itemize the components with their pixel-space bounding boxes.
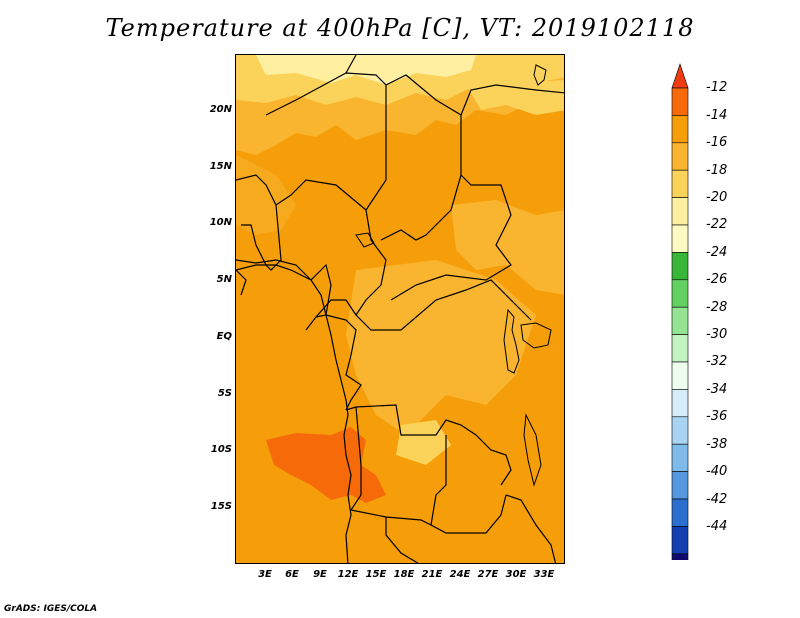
colorbar-segment — [671, 279, 689, 308]
field-ne-patch — [466, 80, 564, 115]
lon-label: 27E — [477, 569, 499, 580]
colorbar-segment — [671, 142, 689, 171]
atlantic-coastline — [236, 259, 352, 563]
colorbar-segment — [671, 443, 689, 472]
lake-victoria — [520, 322, 552, 349]
colorbar-segment — [671, 224, 689, 253]
colorbar-label: -34 — [706, 382, 728, 397]
lake-chad — [355, 232, 375, 248]
colorbar-label: -18 — [706, 163, 728, 178]
lon-label: 3E — [258, 569, 272, 580]
colorbar-label: -12 — [706, 80, 728, 95]
colorbar-segment — [671, 334, 689, 363]
colorbar-label: -36 — [706, 409, 728, 424]
lon-label: 15E — [365, 569, 387, 580]
country-borders — [236, 55, 564, 563]
field-east-light — [451, 200, 564, 295]
lake-malawi — [523, 413, 542, 487]
colorbar-top-arrow — [671, 63, 689, 89]
lake-tanganyika — [503, 308, 520, 374]
colorbar-label: -44 — [706, 519, 728, 534]
colorbar — [671, 63, 689, 560]
colorbar-segment — [671, 471, 689, 500]
lat-label: EQ — [216, 331, 232, 342]
lat-label: 15S — [210, 501, 232, 512]
colorbar-label: -40 — [706, 464, 728, 479]
lon-label: 30E — [505, 569, 527, 580]
lon-label: 9E — [313, 569, 327, 580]
colorbar-label: -38 — [706, 437, 728, 452]
lon-label: 21E — [421, 569, 443, 580]
lon-label: 24E — [449, 569, 471, 580]
colorbar-segment — [671, 416, 689, 445]
colorbar-label: -24 — [706, 245, 728, 260]
colorbar-segment — [671, 115, 689, 144]
colorbar-label: -28 — [706, 300, 728, 315]
colorbar-segment — [671, 361, 689, 390]
colorbar-label: -16 — [706, 135, 728, 150]
lat-label: 5S — [217, 388, 232, 399]
colorbar-label: -14 — [706, 108, 728, 123]
colorbar-label: -26 — [706, 272, 728, 287]
red-sea-coast — [533, 64, 547, 86]
lon-label: 33E — [533, 569, 555, 580]
colorbar-segment — [671, 498, 689, 527]
chart-title: Temperature at 400hPa [C], VT: 201910211… — [105, 14, 695, 42]
lon-label: 18E — [393, 569, 415, 580]
colorbar-segment — [671, 526, 689, 555]
lat-label: 20N — [209, 104, 232, 115]
colorbar-segment — [671, 306, 689, 335]
colorbar-segment — [671, 553, 689, 560]
colorbar-label: -32 — [706, 354, 728, 369]
colorbar-segment — [671, 389, 689, 418]
lat-label: 5N — [216, 274, 232, 285]
map-svg — [236, 55, 564, 563]
temperature-map — [235, 54, 565, 564]
colorbar-segment — [671, 169, 689, 198]
lat-label: 10S — [210, 444, 232, 455]
field-pale-patch — [396, 420, 451, 465]
colorbar-label: -22 — [706, 217, 728, 232]
colorbar-segment — [671, 87, 689, 116]
colorbar-label: -20 — [706, 190, 728, 205]
field-band-20 — [256, 55, 476, 85]
lat-label: 10N — [209, 217, 232, 228]
colorbar-label: -42 — [706, 492, 728, 507]
colorbar-segment — [671, 252, 689, 281]
colorbar-label: -30 — [706, 327, 728, 342]
lat-label: 15N — [209, 161, 232, 172]
field-congo-light2 — [386, 300, 456, 360]
lon-label: 12E — [337, 569, 359, 580]
colorbar-segment — [671, 197, 689, 226]
field-west-light — [236, 155, 296, 235]
field-warm-core — [266, 427, 386, 503]
lon-label: 6E — [285, 569, 299, 580]
grads-credit: GrADS: IGES/COLA — [4, 604, 98, 614]
